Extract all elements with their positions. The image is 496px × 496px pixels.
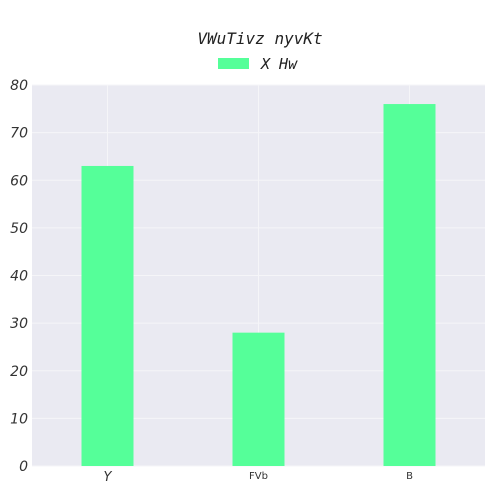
x-tick-label: Y bbox=[104, 470, 113, 485]
y-tick-label: 20 bbox=[10, 364, 28, 380]
x-tick-label: B bbox=[406, 471, 413, 482]
legend: X Hw bbox=[218, 55, 298, 73]
y-tick-label: 0 bbox=[19, 459, 28, 475]
y-tick-label: 80 bbox=[10, 78, 28, 94]
legend-label: X Hw bbox=[260, 55, 298, 73]
y-tick-label: 70 bbox=[10, 126, 28, 142]
x-axis-ticks: Y FVb B bbox=[104, 470, 414, 485]
y-tick-label: 50 bbox=[10, 221, 28, 237]
legend-swatch bbox=[218, 58, 249, 69]
bar bbox=[383, 104, 436, 467]
y-axis-ticks: 0 10 20 30 40 50 60 70 80 bbox=[10, 78, 28, 475]
y-tick-label: 10 bbox=[10, 411, 28, 427]
y-tick-label: 30 bbox=[10, 316, 28, 332]
y-tick-label: 40 bbox=[10, 269, 28, 285]
bars bbox=[81, 104, 436, 467]
bar bbox=[81, 165, 134, 466]
bar bbox=[232, 332, 285, 466]
x-tick-label: FVb bbox=[249, 471, 268, 482]
y-tick-label: 60 bbox=[10, 173, 28, 189]
chart-title: VWuTivz nyvKt bbox=[197, 29, 322, 48]
